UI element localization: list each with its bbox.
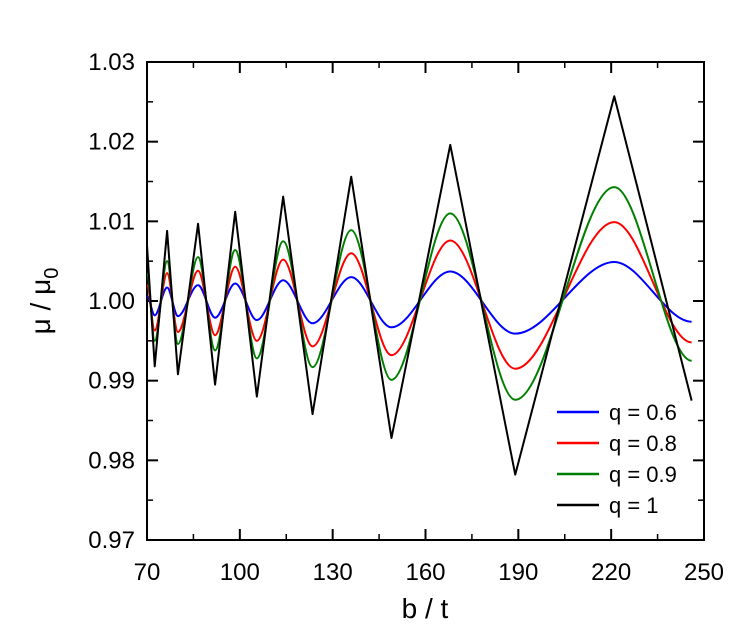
x-tick-label: 190 bbox=[498, 559, 538, 586]
x-axis-label: b / t bbox=[402, 593, 449, 624]
y-tick-label: 1.03 bbox=[88, 49, 135, 76]
y-axis-label-subscript: 0 bbox=[41, 268, 63, 279]
legend: q = 0.6 q = 0.8 q = 0.9 q = 1 bbox=[557, 400, 677, 518]
y-tick-label: 0.99 bbox=[88, 368, 135, 395]
y-tick-label: 1.00 bbox=[88, 288, 135, 315]
y-tick-label: 1.02 bbox=[88, 129, 135, 156]
x-tick-label: 100 bbox=[220, 559, 260, 586]
x-tick-label: 130 bbox=[313, 559, 353, 586]
y-tick-label: 0.98 bbox=[88, 447, 135, 474]
series-line bbox=[146, 260, 692, 335]
y-tick-label: 0.97 bbox=[88, 527, 135, 554]
x-tick-label: 70 bbox=[134, 559, 161, 586]
legend-label: q = 1 bbox=[609, 493, 659, 518]
y-axis-label-main: μ / μ bbox=[25, 279, 56, 335]
tick-labels: 70 100 130 160 190 220 250 0.97 0.98 0.99 1.00 1.01… bbox=[88, 49, 724, 586]
ticks bbox=[146, 61, 705, 541]
legend-label: q = 0.9 bbox=[609, 462, 677, 487]
series-lines bbox=[146, 95, 693, 476]
series-line bbox=[146, 95, 693, 476]
x-tick-label: 220 bbox=[591, 559, 631, 586]
legend-label: q = 0.8 bbox=[609, 431, 677, 456]
x-tick-label: 250 bbox=[684, 559, 724, 586]
y-tick-label: 1.01 bbox=[88, 208, 135, 235]
legend-label: q = 0.6 bbox=[609, 400, 677, 425]
y-axis-label: μ / μ0 bbox=[25, 268, 63, 335]
x-tick-label: 160 bbox=[405, 559, 445, 586]
